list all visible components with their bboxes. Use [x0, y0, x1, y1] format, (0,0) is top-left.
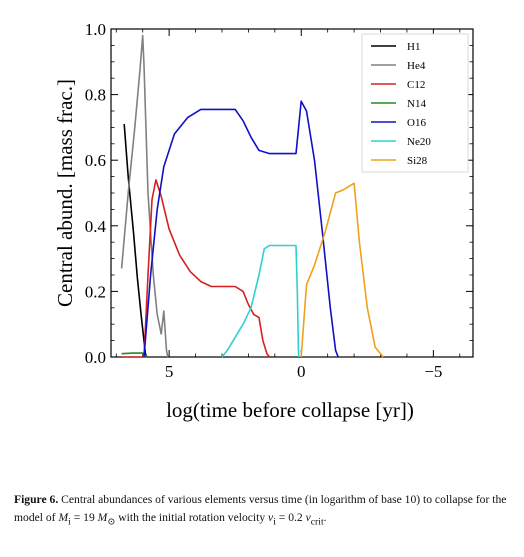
series-line-h1 — [123, 124, 148, 358]
legend-label: C12 — [407, 79, 425, 91]
legend-label: O16 — [407, 117, 426, 129]
caption-label: Figure 6. — [14, 493, 59, 506]
y-tick-label: 0.0 — [85, 348, 106, 367]
caption-msun-symbol: M — [97, 510, 108, 524]
caption-v-symbol: v — [268, 510, 274, 524]
legend-label: Ne20 — [407, 136, 431, 148]
figure-caption: Figure 6. Central abundances of various … — [14, 491, 514, 530]
caption-msun-sub: ⊙ — [107, 515, 116, 527]
y-tick-label: 1.0 — [85, 20, 106, 39]
series-layer — [120, 34, 384, 358]
x-tick-label: −5 — [424, 362, 442, 381]
legend: H1 He4 C12 N14 O16 Ne20 Si28 — [361, 33, 469, 173]
caption-text: Central abundances of various elements v… — [14, 493, 507, 524]
legend-label: Si28 — [407, 155, 428, 167]
series-line-he4 — [120, 34, 169, 358]
caption-end: . — [323, 510, 327, 524]
legend-label: N14 — [407, 98, 426, 110]
caption-mass-sub: i — [68, 515, 71, 527]
legend-label: H1 — [407, 41, 420, 53]
caption-mass-symbol: M — [58, 510, 69, 524]
x-tick-label: 0 — [297, 362, 306, 381]
y-tick-label: 0.6 — [85, 151, 106, 170]
series-line-o16 — [143, 100, 339, 358]
y-tick-label: 0.4 — [85, 217, 107, 236]
series-line-ne20 — [221, 244, 300, 358]
ticks-layer: 5 0 −5 0.0 0.2 0.4 0.6 0.8 1.0 — [85, 20, 473, 381]
legend-label: He4 — [407, 60, 426, 72]
x-axis-title: log(time before collapse [yr]) — [166, 398, 414, 422]
y-tick-label: 0.2 — [85, 282, 106, 301]
abundance-chart: 5 0 −5 0.0 0.2 0.4 0.6 0.8 1.0 H1 He4 C12 N14 O16 Ne2… — [53, 20, 474, 422]
x-tick-label: 5 — [165, 362, 174, 381]
caption-vcrit-symbol: v — [305, 510, 311, 524]
caption-v-sub: i — [273, 515, 276, 527]
y-tick-label: 0.8 — [85, 86, 106, 105]
caption-vcrit-sub: crit — [310, 515, 324, 527]
caption-mass-eq: = 19 — [70, 510, 98, 524]
caption-text-2: with the initial rotation velocity — [115, 510, 269, 524]
y-axis-title: Central abund. [mass frac.] — [53, 79, 77, 307]
caption-v-eq: = 0.2 — [275, 510, 306, 524]
series-line-si28 — [300, 182, 384, 358]
series-line-c12 — [121, 179, 271, 358]
